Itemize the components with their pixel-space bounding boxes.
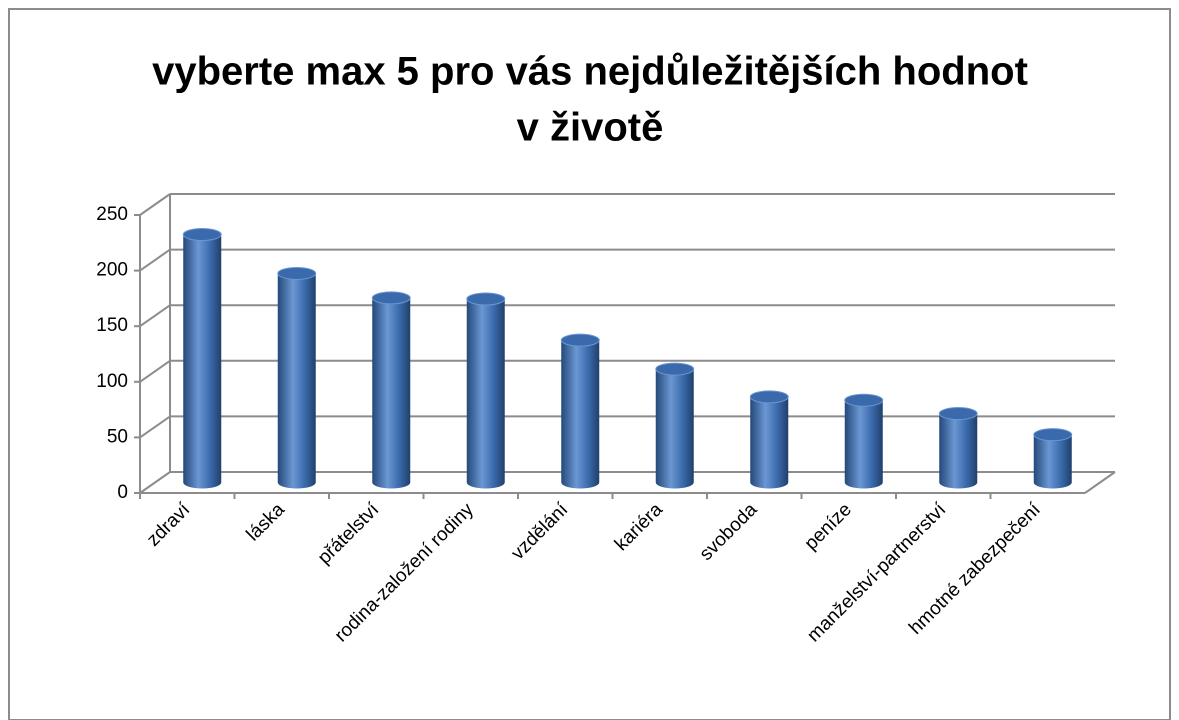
grid-line <box>139 248 171 272</box>
bar <box>372 291 411 489</box>
bar-top <box>749 390 789 404</box>
chart-subtitle: v životě <box>517 106 664 150</box>
bar <box>183 228 222 489</box>
bar <box>844 394 883 489</box>
y-tick-label: 250 <box>96 204 128 225</box>
bar-top <box>277 266 317 280</box>
bar-top <box>182 228 222 242</box>
grid-line <box>139 193 171 216</box>
bar-top <box>560 333 600 347</box>
y-tick-label: 50 <box>107 426 128 447</box>
bar-top <box>371 291 411 305</box>
y-tick-label: 200 <box>96 260 128 281</box>
bar-top <box>844 393 884 407</box>
bar <box>466 293 505 489</box>
bar-top <box>466 292 506 306</box>
y-tick-label: 100 <box>96 371 128 392</box>
bar <box>939 407 978 489</box>
bar-top <box>1033 428 1073 442</box>
grid-line <box>139 359 171 383</box>
bar <box>561 334 600 489</box>
bar-top <box>938 407 978 421</box>
bar <box>750 390 789 489</box>
y-tick-label: 0 <box>117 482 128 503</box>
y-tick-label: 150 <box>96 315 128 336</box>
bar <box>655 363 694 489</box>
bar-top <box>655 362 695 376</box>
bar <box>277 267 316 489</box>
grid-line <box>139 471 171 494</box>
grid-line <box>139 304 171 328</box>
grid-line <box>139 415 171 439</box>
wall-edge <box>1084 471 1116 494</box>
bar <box>1033 428 1072 489</box>
chart-title: vyberte max 5 pro vás nejdůležitějších h… <box>152 50 1028 94</box>
